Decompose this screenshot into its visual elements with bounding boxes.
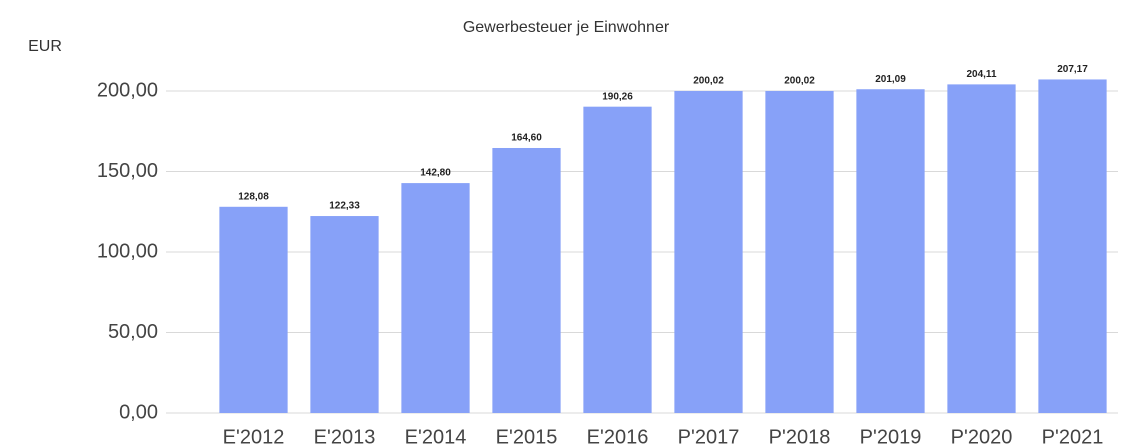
bar bbox=[674, 90, 743, 413]
bar bbox=[401, 183, 470, 413]
value-label: 201,09 bbox=[875, 74, 906, 85]
chart-title: Gewerbesteuer je Einwohner bbox=[463, 19, 670, 36]
x-tick-label: E'2014 bbox=[405, 426, 467, 448]
x-tick-label: E'2013 bbox=[314, 426, 376, 448]
x-tick-label: P'2018 bbox=[769, 426, 831, 448]
bar bbox=[1038, 79, 1107, 413]
x-tick-label: P'2019 bbox=[860, 426, 922, 448]
y-tick-label: 50,00 bbox=[108, 321, 158, 343]
y-tick-label: 100,00 bbox=[97, 240, 158, 262]
x-tick-label: P'2017 bbox=[678, 426, 740, 448]
value-label: 200,02 bbox=[784, 76, 815, 87]
value-label: 190,26 bbox=[602, 91, 633, 102]
value-label: 200,02 bbox=[693, 76, 724, 87]
value-label: 207,17 bbox=[1057, 64, 1088, 75]
y-tick-label: 0,00 bbox=[119, 401, 158, 423]
bar bbox=[856, 89, 925, 413]
value-label: 164,60 bbox=[511, 133, 542, 144]
value-label: 142,80 bbox=[420, 168, 451, 179]
x-tick-label: E'2012 bbox=[223, 426, 285, 448]
y-tick-label: 200,00 bbox=[97, 79, 158, 101]
value-label: 128,08 bbox=[238, 191, 269, 202]
bar bbox=[765, 90, 834, 413]
x-tick-label: P'2021 bbox=[1042, 426, 1104, 448]
bar bbox=[492, 147, 561, 413]
y-axis-label: EUR bbox=[28, 38, 62, 55]
x-tick-label: P'2020 bbox=[951, 426, 1013, 448]
value-label: 122,33 bbox=[329, 201, 360, 212]
bar bbox=[219, 206, 288, 413]
value-label: 204,11 bbox=[966, 69, 996, 80]
bar bbox=[583, 106, 652, 413]
y-tick-label: 150,00 bbox=[97, 160, 158, 182]
x-tick-label: E'2016 bbox=[587, 426, 649, 448]
x-tick-label: E'2015 bbox=[496, 426, 558, 448]
bar bbox=[310, 216, 379, 413]
bar bbox=[947, 84, 1016, 413]
